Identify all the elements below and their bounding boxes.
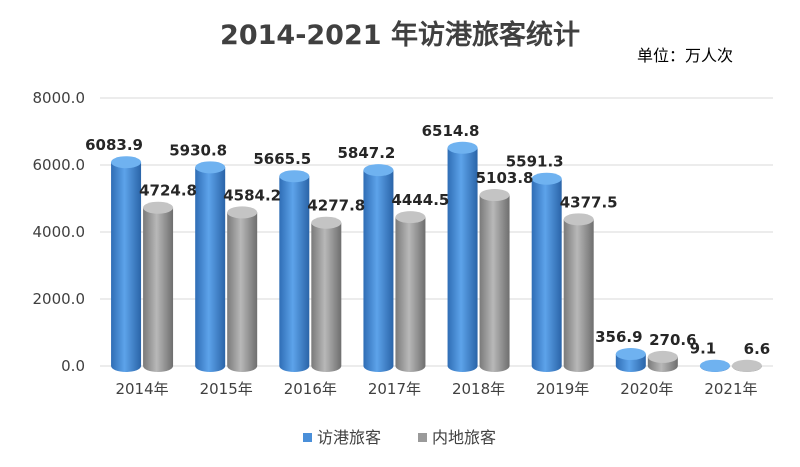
bar-cap — [563, 213, 594, 226]
y-tick-label: 2000.0 — [33, 290, 86, 308]
bar — [563, 213, 594, 372]
bar — [531, 172, 562, 372]
bar — [143, 201, 174, 372]
bar — [731, 359, 762, 372]
bar-cap — [731, 359, 762, 372]
x-tick-label: 2017年 — [368, 380, 421, 398]
bar-body — [143, 207, 174, 372]
bar-cap — [699, 359, 730, 372]
legend-label: 访港旅客 — [317, 428, 381, 447]
y-tick-label: 6000.0 — [33, 156, 86, 174]
bar-body — [363, 170, 394, 372]
bar-cap — [531, 172, 562, 185]
x-tick-label: 2021年 — [704, 380, 757, 398]
x-axis-ticks: 2014年 2015年 2016年 2017年 2018年 2019年 2020年 2021年 — [115, 380, 757, 398]
bar — [395, 211, 426, 372]
x-tick-label: 2018年 — [452, 380, 505, 398]
bar-cap — [279, 170, 310, 183]
bar-cap — [447, 141, 478, 154]
bar-body — [195, 167, 226, 372]
bar-cap — [195, 161, 226, 174]
chart-title: 2014-2021 年访港旅客统计 — [220, 19, 580, 51]
bar-body — [531, 178, 562, 372]
data-label: 270.6 — [649, 331, 696, 349]
data-label: 5665.5 — [253, 150, 311, 168]
x-tick-label: 2020年 — [620, 380, 673, 398]
bar-cap — [227, 206, 258, 219]
bar — [363, 164, 394, 372]
bar-body — [563, 219, 594, 372]
legend-item: 内地旅客 — [418, 428, 496, 447]
bar — [447, 141, 478, 372]
bar — [111, 156, 142, 372]
data-label: 356.9 — [595, 328, 642, 346]
data-label: 5930.8 — [169, 141, 227, 159]
data-label: 5591.3 — [506, 153, 564, 171]
y-tick-label: 4000.0 — [33, 223, 86, 241]
bar — [311, 216, 342, 372]
data-label: 6083.9 — [85, 136, 143, 154]
unit-label: 单位：万人次 — [637, 46, 733, 65]
bar-cap — [311, 216, 342, 229]
data-label: 4377.5 — [560, 193, 618, 211]
data-label: 5847.2 — [337, 144, 395, 162]
bar — [279, 170, 310, 372]
bar-cap — [479, 189, 510, 202]
bar-cap — [111, 156, 142, 169]
bar — [195, 161, 226, 372]
bar-body — [227, 212, 258, 372]
bar-body — [111, 162, 142, 372]
bar-cap — [647, 350, 678, 363]
legend-swatch — [303, 433, 312, 442]
x-tick-label: 2014年 — [115, 380, 168, 398]
bar-body — [311, 222, 342, 372]
bar — [699, 359, 730, 372]
y-tick-label: 8000.0 — [33, 89, 86, 107]
data-label: 6514.8 — [422, 122, 480, 140]
bar — [227, 206, 258, 372]
x-tick-label: 2015年 — [200, 380, 253, 398]
data-label: 9.1 — [690, 340, 717, 358]
data-label: 4584.2 — [223, 186, 281, 204]
bar — [479, 189, 510, 372]
bar-cap — [395, 211, 426, 224]
x-tick-label: 2019年 — [536, 380, 589, 398]
data-labels: 6083.9 4724.8 5930.8 4584.2 5665.5 4277.8 5847… — [85, 122, 770, 358]
bar-body — [479, 195, 510, 372]
bar-body — [447, 147, 478, 372]
legend: 访港旅客 内地旅客 — [303, 428, 496, 447]
y-axis-ticks: 0.0 2000.0 4000.0 6000.0 8000.0 — [33, 89, 86, 375]
x-tick-label: 2016年 — [284, 380, 337, 398]
data-label: 4444.5 — [391, 191, 449, 209]
data-label: 6.6 — [744, 340, 771, 358]
bar — [615, 348, 646, 372]
data-label: 4724.8 — [139, 182, 197, 200]
data-label: 5103.8 — [476, 169, 534, 187]
data-label: 4277.8 — [307, 197, 365, 215]
bar-cap — [615, 348, 646, 361]
legend-label: 内地旅客 — [432, 428, 496, 447]
legend-item: 访港旅客 — [303, 428, 381, 447]
legend-swatch — [418, 433, 427, 442]
y-tick-label: 0.0 — [61, 357, 85, 375]
bar-cap — [363, 164, 394, 177]
bar-cap — [143, 201, 174, 214]
bar-body — [395, 217, 426, 372]
bars — [111, 141, 762, 372]
bar-body — [279, 176, 310, 372]
bar — [647, 350, 678, 372]
